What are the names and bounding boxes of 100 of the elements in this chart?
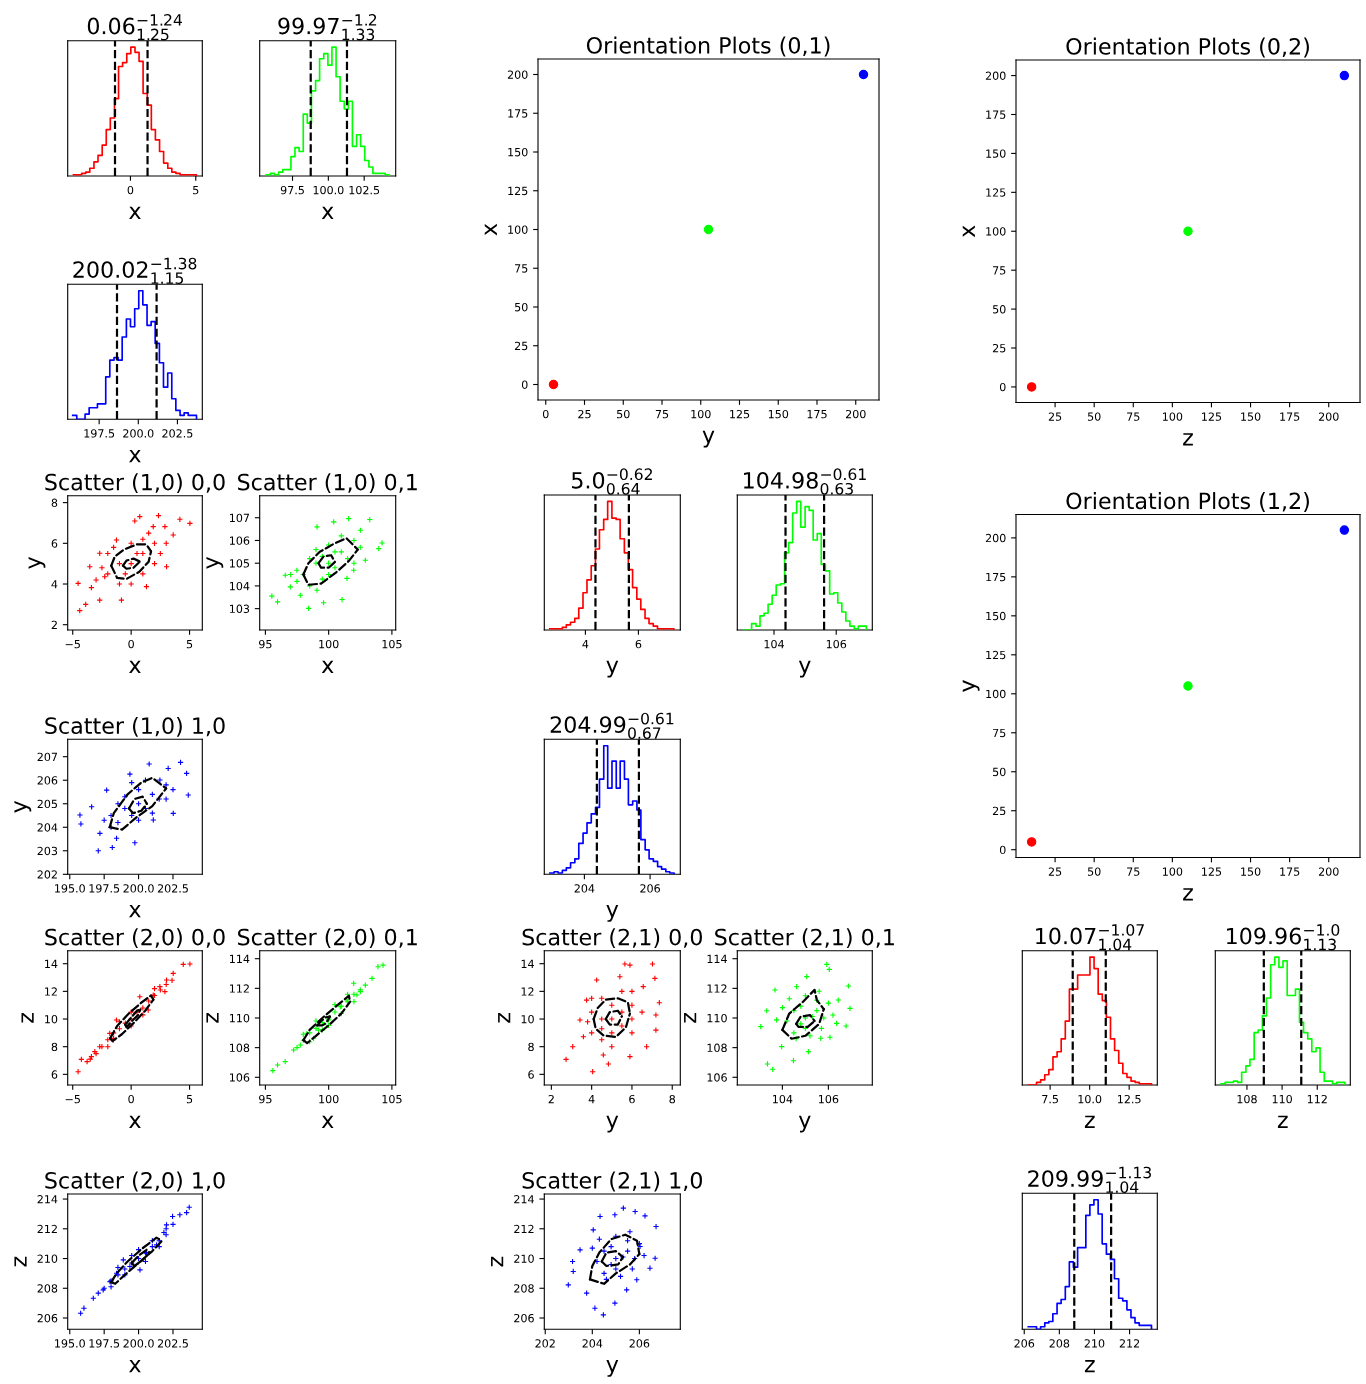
x-axis-title: z [1277, 1115, 1288, 1128]
chart-title: Orientation Plots (1,2) [1066, 492, 1309, 512]
x-axis-title: y [798, 660, 811, 678]
x-tick-label: −5 [65, 1095, 80, 1104]
x-tick-label: 104 [764, 639, 784, 649]
x-tick-label: 0 [128, 1094, 134, 1104]
x-tick-label: 100 [1162, 412, 1183, 421]
y-tick-label: 6 [51, 539, 58, 548]
chart-title: 104.98$^{−0.61}$$_{0.63}$ [744, 468, 866, 495]
y-tick-label: 212 [514, 1224, 534, 1234]
chart-title: 5.0$^{−0.62}$$_{0.64}$ [572, 468, 652, 495]
chart-title: Scatter (2,0) 0,1 [238, 928, 417, 949]
y-tick-label: 14 [45, 959, 58, 968]
x-tick-label: 6 [635, 639, 642, 649]
x-tick-label: 202.5 [157, 884, 188, 893]
y-axis-title: y [28, 556, 46, 569]
y-tick-label: 75 [993, 728, 1006, 738]
x-tick-label: 0 [128, 639, 134, 649]
y-tick-label: 106 [707, 1073, 727, 1082]
x-tick-label: 5 [186, 1095, 193, 1104]
x-tick-label: 95 [259, 1094, 272, 1104]
chart-title: Scatter (1,0) 0,1 [238, 473, 417, 494]
y-tick-label: 212 [37, 1224, 57, 1234]
x-tick-label: 75 [1127, 412, 1140, 421]
y-axis-title: x [962, 225, 975, 238]
x-tick-label: 150 [1241, 412, 1261, 421]
x-tick-label: 125 [1202, 412, 1222, 421]
x-tick-label: 125 [1202, 867, 1222, 876]
x-axis-title: x [129, 660, 141, 673]
y-axis-title: y [962, 680, 980, 692]
chart-title: Scatter (2,0) 1,0 [45, 1171, 225, 1192]
x-tick-label: 7.5 [1042, 1095, 1058, 1104]
y-axis-title: y [14, 800, 32, 813]
x-tick-label: 197.5 [84, 429, 115, 438]
x-tick-label: 108 [1237, 1094, 1257, 1104]
y-tick-label: 14 [521, 959, 534, 968]
y-tick-label: 110 [229, 1013, 250, 1023]
x-axis-title: y [606, 660, 619, 678]
x-tick-label: 200 [845, 409, 866, 419]
y-tick-label: 206 [37, 1313, 58, 1323]
x-tick-label: 200 [1318, 412, 1339, 421]
x-axis-title: x [321, 660, 334, 673]
x-tick-label: 50 [1087, 412, 1101, 421]
chart-title: 10.07$^{−1.07}$$_{1.04}$ [1036, 924, 1144, 951]
x-tick-label: 100 [319, 1094, 339, 1104]
y-tick-label: 207 [37, 752, 58, 762]
y-axis-title: z [14, 1256, 27, 1267]
y-tick-label: 112 [707, 984, 727, 993]
y-tick-label: 12 [45, 987, 57, 996]
x-tick-label: 195.0 [55, 884, 85, 893]
y-tick-label: 75 [993, 266, 1006, 275]
chart-title: Scatter (2,1) 0,1 [715, 928, 894, 949]
x-tick-label: 212 [1119, 1339, 1140, 1348]
x-tick-label: 202.5 [162, 429, 193, 438]
x-tick-label: 8 [669, 1094, 676, 1104]
y-tick-label: 208 [514, 1284, 534, 1293]
x-axis-title: z [1084, 1360, 1095, 1373]
y-tick-label: 125 [986, 650, 1006, 660]
x-tick-label: 5 [186, 640, 193, 649]
x-tick-label: 50 [1087, 867, 1101, 876]
x-tick-label: 10.0 [1078, 1094, 1102, 1104]
y-tick-label: 210 [37, 1254, 58, 1263]
x-axis-title: x [129, 206, 141, 219]
x-tick-label: 195.0 [55, 1339, 85, 1348]
y-axis-title: z [206, 1012, 219, 1023]
x-tick-label: 200.0 [123, 429, 154, 438]
x-tick-label: 4 [582, 640, 589, 649]
y-tick-label: 106 [229, 1073, 250, 1082]
y-axis-title: z [491, 1256, 504, 1267]
x-axis-title: y [606, 1115, 619, 1133]
x-axis-title: y [798, 1115, 811, 1133]
chart-title: 99.97$^{−1.2}$$_{1.33}$ [278, 14, 377, 41]
x-tick-label: 100.0 [313, 185, 344, 195]
y-tick-label: 103 [229, 604, 250, 614]
x-tick-label: 75 [1127, 867, 1140, 876]
x-tick-label: 105 [382, 639, 402, 649]
x-tick-label: 200.0 [123, 884, 154, 893]
x-tick-label: 208 [1049, 1339, 1070, 1348]
chart-title: 109.96$^{−1.0}$$_{1.13}$ [1227, 924, 1340, 951]
x-axis-title: z [1183, 433, 1193, 446]
y-tick-label: 100 [986, 227, 1006, 236]
x-tick-label: 25 [1048, 867, 1062, 876]
y-tick-label: 150 [986, 149, 1006, 158]
chart-title: Scatter (1,0) 1,0 [45, 716, 225, 737]
y-tick-label: 200 [985, 71, 1006, 80]
y-tick-label: 112 [229, 984, 249, 993]
x-tick-label: 12.5 [1118, 1094, 1141, 1104]
y-tick-label: 8 [51, 498, 58, 507]
y-tick-label: 206 [37, 776, 58, 785]
y-tick-label: 203 [37, 846, 58, 856]
y-tick-label: 6 [51, 1070, 58, 1079]
y-tick-label: 12 [521, 987, 534, 996]
y-axis-title: z [498, 1012, 511, 1023]
y-tick-label: 106 [229, 536, 250, 545]
x-tick-label: 110 [1272, 1094, 1292, 1104]
chart-title: Scatter (2,1) 1,0 [522, 1171, 702, 1192]
x-tick-label: 206 [629, 1339, 650, 1348]
x-tick-label: 204 [574, 884, 595, 893]
y-tick-label: 25 [992, 806, 1006, 816]
y-axis-title: z [21, 1012, 34, 1023]
